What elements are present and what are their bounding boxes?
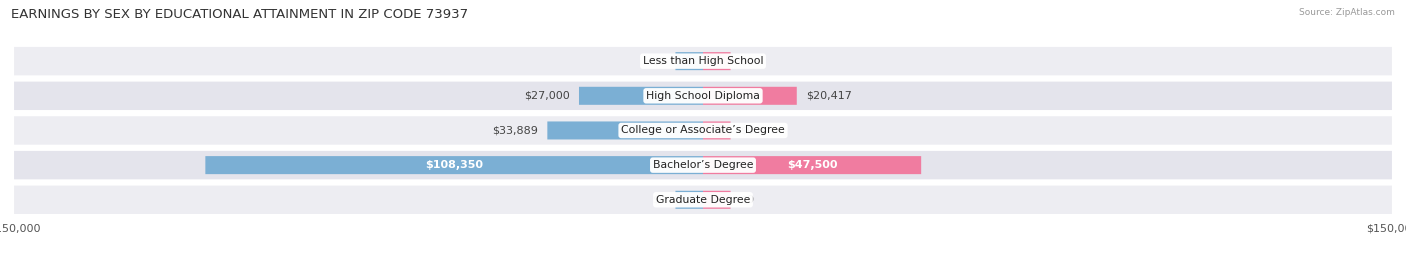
FancyBboxPatch shape bbox=[675, 52, 703, 70]
Text: EARNINGS BY SEX BY EDUCATIONAL ATTAINMENT IN ZIP CODE 73937: EARNINGS BY SEX BY EDUCATIONAL ATTAINMEN… bbox=[11, 8, 468, 21]
Text: $0: $0 bbox=[740, 125, 754, 136]
Text: $0: $0 bbox=[740, 195, 754, 205]
Text: Bachelor’s Degree: Bachelor’s Degree bbox=[652, 160, 754, 170]
Text: High School Diploma: High School Diploma bbox=[647, 91, 759, 101]
FancyBboxPatch shape bbox=[14, 151, 1392, 179]
Text: College or Associate’s Degree: College or Associate’s Degree bbox=[621, 125, 785, 136]
Text: $0: $0 bbox=[652, 195, 666, 205]
FancyBboxPatch shape bbox=[14, 116, 1392, 145]
FancyBboxPatch shape bbox=[14, 186, 1392, 214]
Text: Source: ZipAtlas.com: Source: ZipAtlas.com bbox=[1299, 8, 1395, 17]
FancyBboxPatch shape bbox=[703, 52, 731, 70]
FancyBboxPatch shape bbox=[703, 87, 797, 105]
Text: Less than High School: Less than High School bbox=[643, 56, 763, 66]
FancyBboxPatch shape bbox=[703, 191, 731, 209]
Text: Graduate Degree: Graduate Degree bbox=[655, 195, 751, 205]
Text: $0: $0 bbox=[652, 56, 666, 66]
Text: $47,500: $47,500 bbox=[787, 160, 838, 170]
FancyBboxPatch shape bbox=[205, 156, 703, 174]
FancyBboxPatch shape bbox=[14, 47, 1392, 75]
FancyBboxPatch shape bbox=[14, 82, 1392, 110]
Text: $0: $0 bbox=[740, 56, 754, 66]
FancyBboxPatch shape bbox=[675, 191, 703, 209]
FancyBboxPatch shape bbox=[703, 122, 731, 139]
FancyBboxPatch shape bbox=[703, 156, 921, 174]
Text: $108,350: $108,350 bbox=[425, 160, 484, 170]
Text: $27,000: $27,000 bbox=[524, 91, 569, 101]
Text: $20,417: $20,417 bbox=[806, 91, 852, 101]
FancyBboxPatch shape bbox=[579, 87, 703, 105]
FancyBboxPatch shape bbox=[547, 122, 703, 139]
Text: $33,889: $33,889 bbox=[492, 125, 538, 136]
